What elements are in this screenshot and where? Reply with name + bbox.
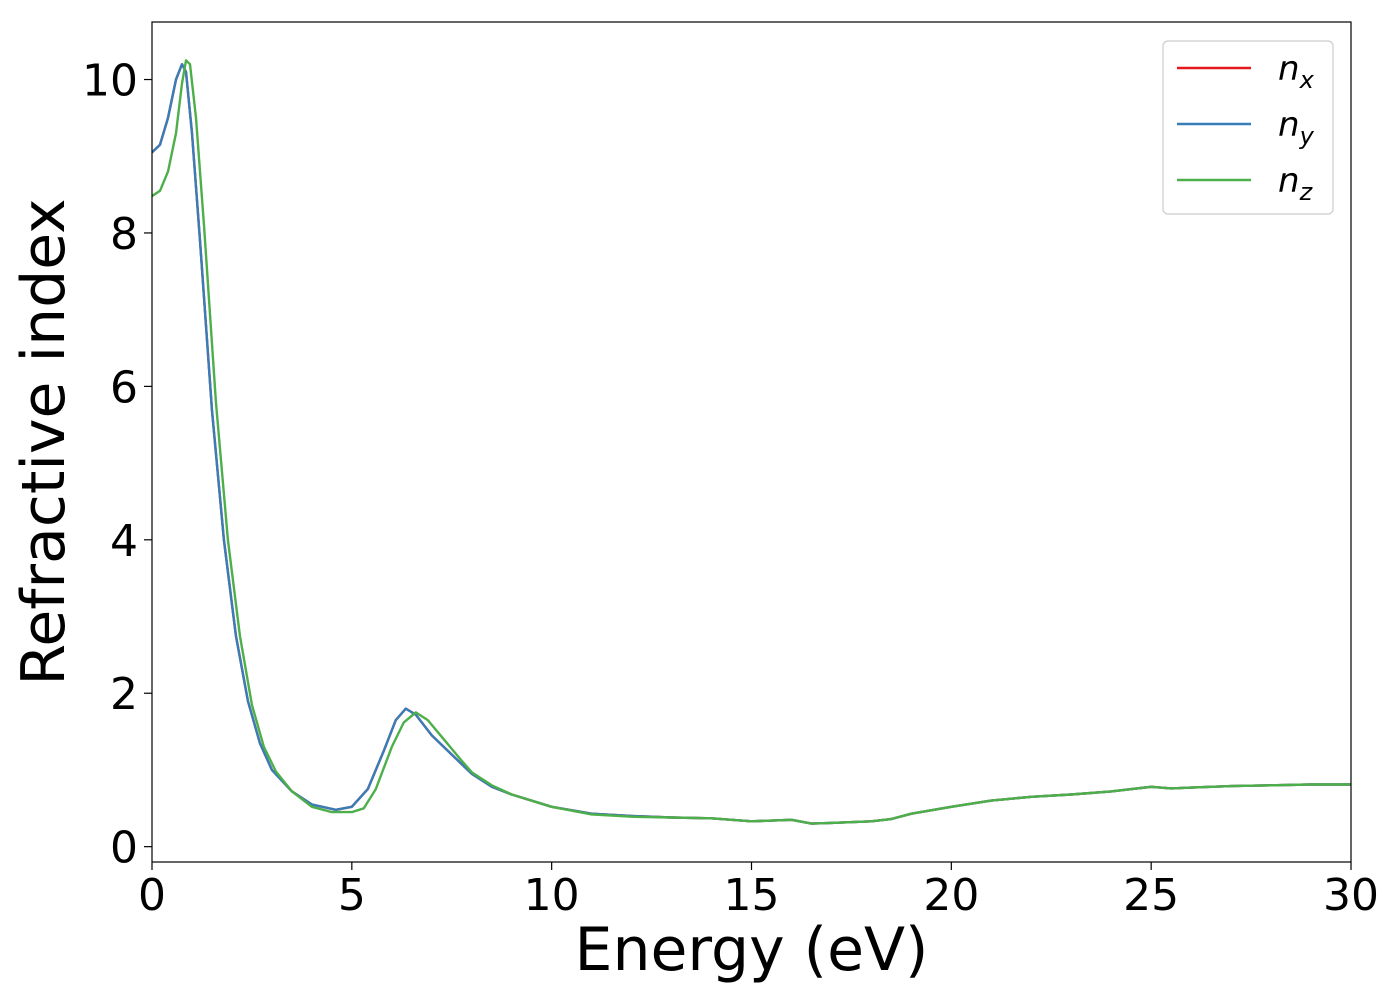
series-line-z [152,59,1351,825]
y-tick-label: 0 [110,823,138,874]
x-axis-title: Energy (eV) [575,915,929,985]
series-layer [152,59,1351,825]
x-tick-label: 10 [524,870,580,921]
x-tick-label: 5 [338,870,366,921]
x-axis-ticks: 0 5 10 15 20 25 30 [138,862,1379,921]
y-tick-label: 10 [82,56,138,107]
x-tick-label: 15 [724,870,780,921]
y-tick-label: 2 [110,669,138,720]
y-tick-label: 6 [110,362,138,413]
x-tick-label: 20 [923,870,979,921]
y-tick-label: 4 [110,516,138,567]
y-axis-ticks: 0 2 4 6 8 10 [82,56,152,874]
y-axis-title: Refractive index [9,198,79,685]
x-tick-label: 25 [1123,870,1179,921]
x-tick-label: 0 [138,870,166,921]
x-tick-label: 30 [1323,870,1379,921]
legend-box [1162,40,1334,215]
y-tick-label: 8 [110,209,138,260]
